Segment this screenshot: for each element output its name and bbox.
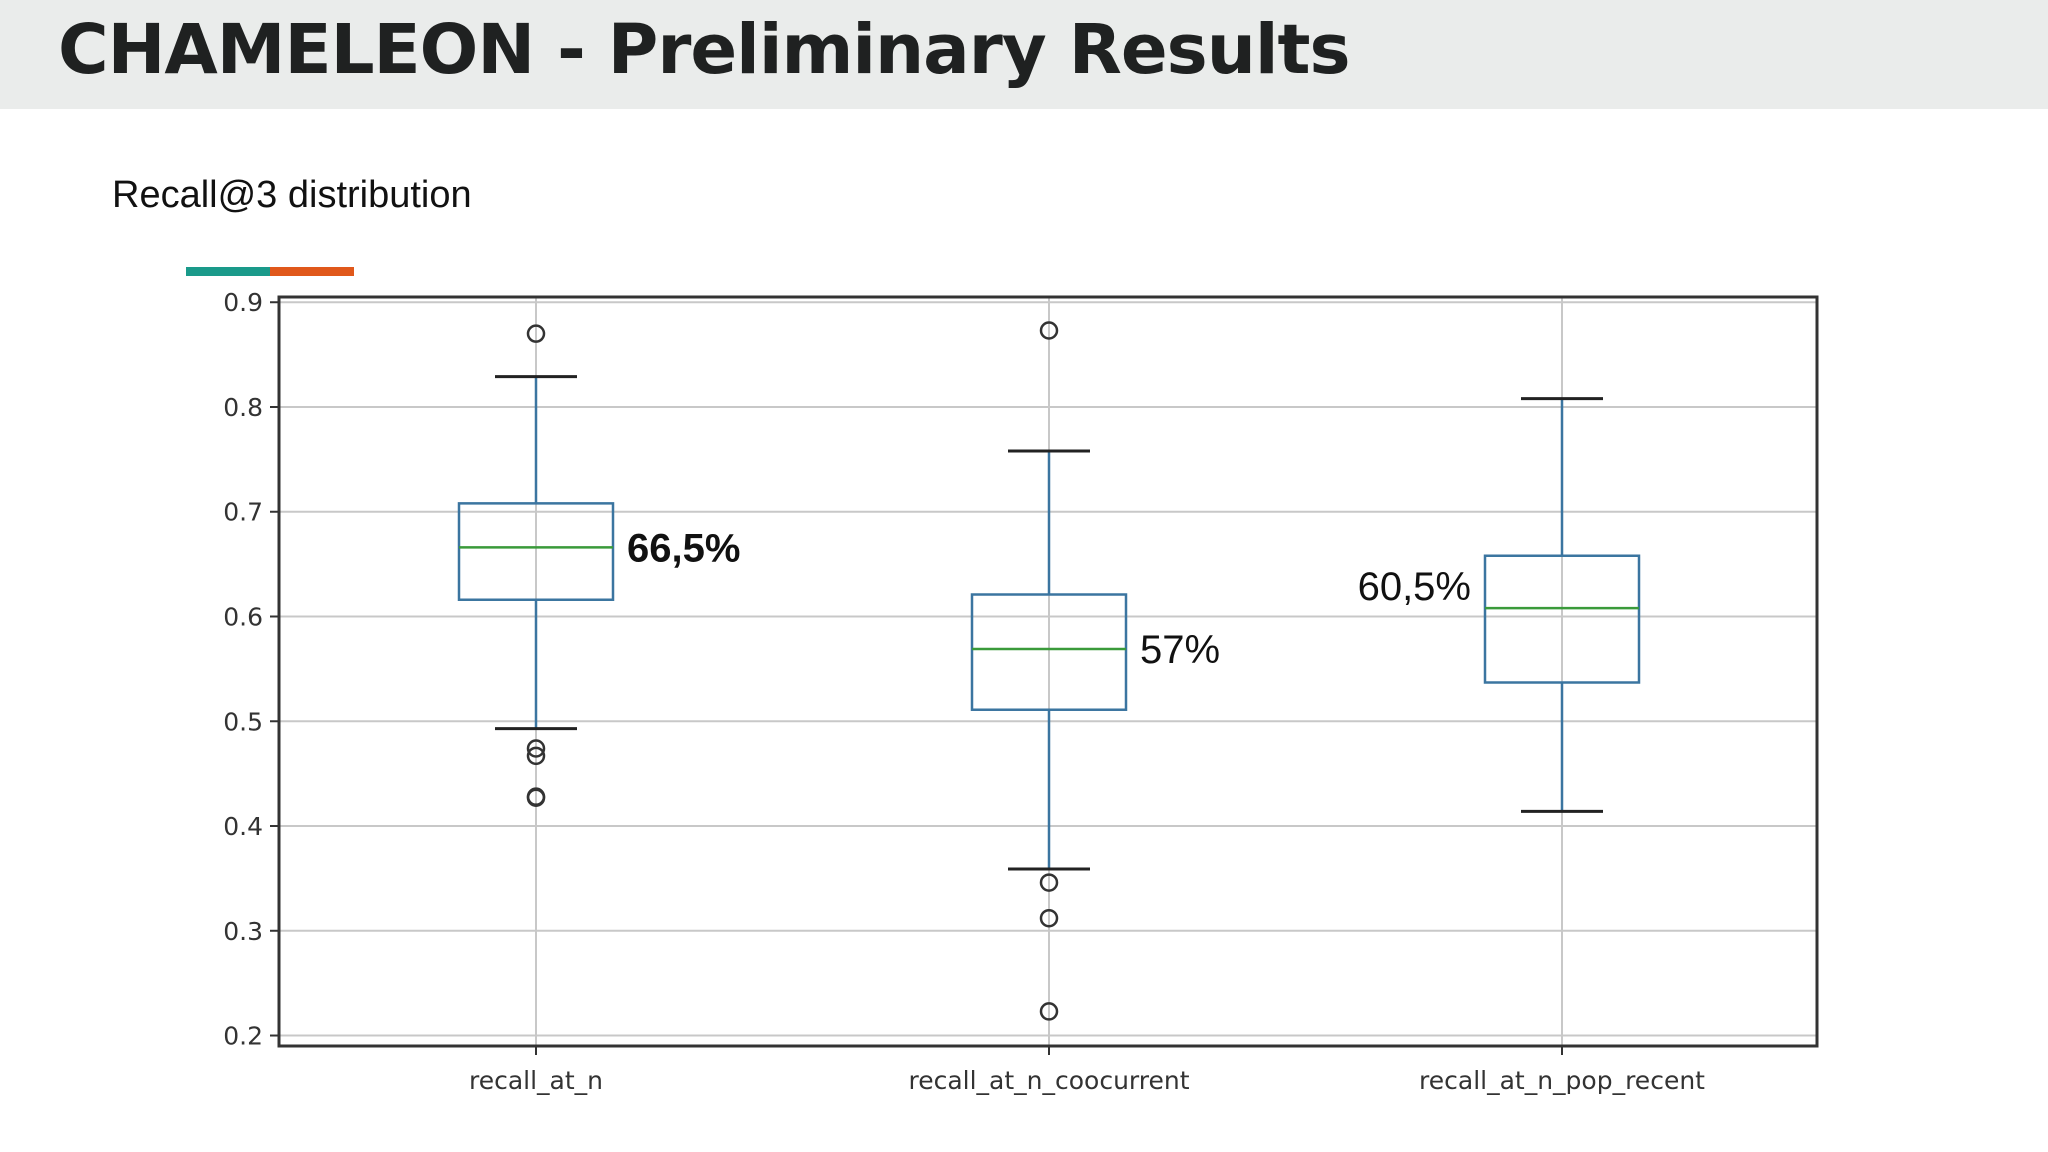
outlier-point xyxy=(1039,908,1059,928)
x-tick-label: recall_at_n_pop_recent xyxy=(1419,1066,1705,1095)
median-annotation: 60,5% xyxy=(1358,565,1471,609)
y-tick-label: 0.3 xyxy=(223,917,263,946)
y-tick-label: 0.5 xyxy=(223,707,263,736)
y-tick-label: 0.9 xyxy=(223,288,263,317)
plot-frame xyxy=(277,295,1819,1048)
y-tick-label: 0.7 xyxy=(223,498,263,527)
median-annotation: 57% xyxy=(1140,628,1220,672)
box-iqr xyxy=(970,593,1128,711)
median-annotation: 66,5% xyxy=(627,526,740,570)
outlier-point xyxy=(1039,321,1059,340)
y-tick-label: 0.8 xyxy=(223,393,263,422)
x-tick-label: recall_at_n xyxy=(469,1066,603,1095)
header-band xyxy=(0,0,2048,109)
accent-bar-orange xyxy=(270,267,354,276)
x-tick-label: recall_at_n_coocurrent xyxy=(908,1066,1189,1095)
slide-title: CHAMELEON - Preliminary Results xyxy=(58,10,1351,90)
outlier-point xyxy=(526,746,546,766)
outlier-point xyxy=(1039,1002,1059,1021)
outlier-point xyxy=(526,739,546,758)
y-tick-label: 0.6 xyxy=(223,603,263,632)
accent-bar-teal xyxy=(186,267,270,276)
outlier-point xyxy=(526,324,546,343)
y-tick-label: 0.2 xyxy=(223,1022,263,1051)
y-tick-label: 0.4 xyxy=(223,812,263,841)
box-iqr xyxy=(1483,554,1641,684)
outlier-point xyxy=(526,788,546,807)
chart-subtitle: Recall@3 distribution xyxy=(112,174,472,216)
box-iqr xyxy=(457,502,615,601)
outlier-point xyxy=(1039,873,1059,892)
